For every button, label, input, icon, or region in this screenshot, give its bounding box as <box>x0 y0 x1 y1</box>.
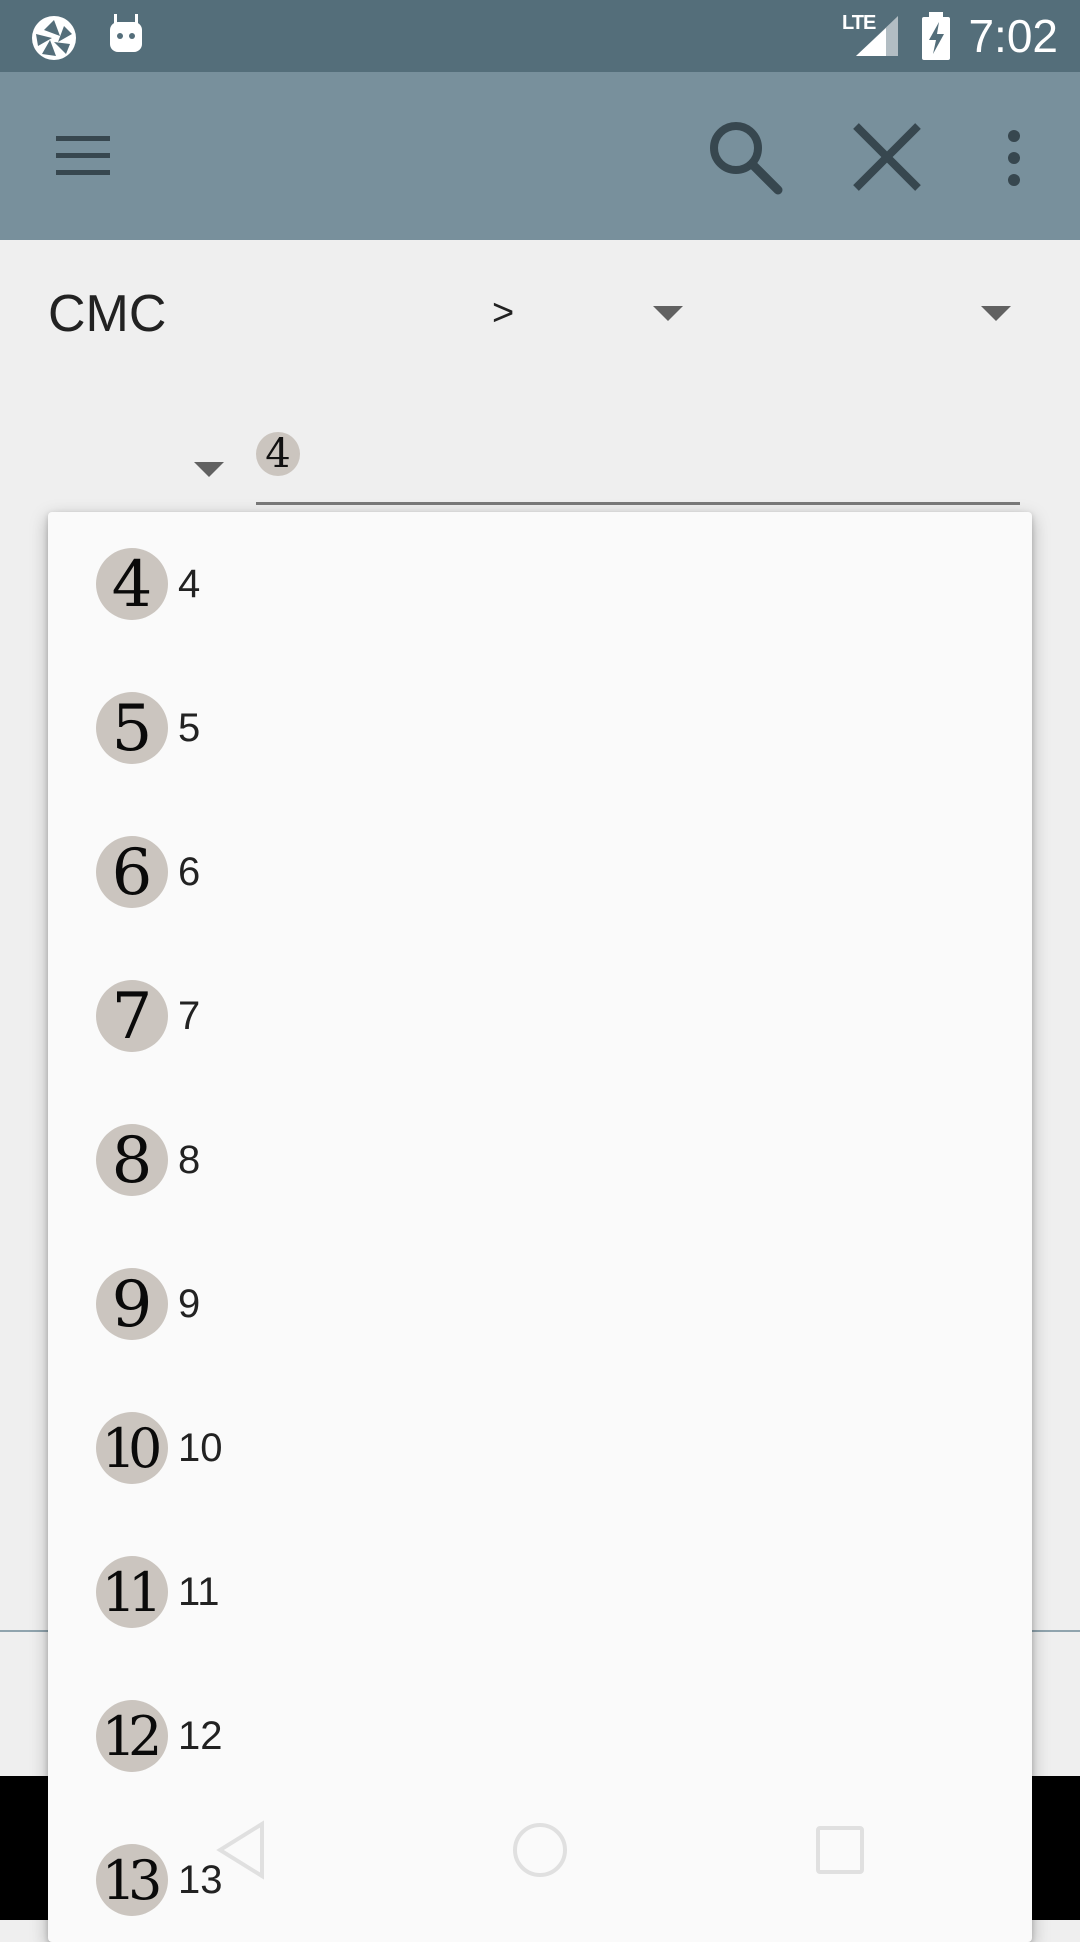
dropdown-item-label: 10 <box>178 1426 223 1470</box>
dropdown-item-label: 12 <box>178 1714 223 1758</box>
dropdown-item[interactable]: 12 12 <box>48 1664 1032 1808</box>
value-type-dropdown-arrow-icon[interactable] <box>194 462 224 477</box>
android-icon <box>110 14 142 52</box>
mana-symbol-icon: 4 <box>96 548 168 622</box>
close-icon[interactable] <box>850 120 924 194</box>
dropdown-item-label: 7 <box>178 994 201 1038</box>
status-bar: LTE 7:02 <box>0 0 1080 72</box>
mana-symbol-icon: 4 <box>256 432 300 476</box>
signal-icon <box>856 16 898 56</box>
mana-symbol-icon: 13 <box>96 1844 168 1916</box>
dropdown-item-label: 5 <box>178 706 201 750</box>
app-bar <box>0 72 1080 240</box>
dropdown-item[interactable]: 10 10 <box>48 1376 1032 1520</box>
dropdown-item-label: 9 <box>178 1282 201 1326</box>
dropdown-item[interactable]: 7 7 <box>48 944 1032 1088</box>
mana-symbol-icon: 8 <box>96 1124 168 1198</box>
clock: 7:02 <box>968 10 1058 62</box>
filter-value-input[interactable]: 4 <box>256 430 1020 505</box>
aperture-icon <box>32 16 76 60</box>
dropdown-item[interactable]: 9 9 <box>48 1232 1032 1376</box>
dropdown-item[interactable]: 6 6 <box>48 800 1032 944</box>
dropdown-item[interactable]: 11 11 <box>48 1520 1032 1664</box>
mana-symbol-icon: 11 <box>96 1556 168 1628</box>
dropdown-item[interactable]: 4 4 <box>48 512 1032 656</box>
field-dropdown-arrow-icon[interactable] <box>981 306 1011 321</box>
filter-operator[interactable]: > <box>492 292 515 334</box>
dropdown-item-label: 13 <box>178 1858 223 1902</box>
dropdown-item-label: 11 <box>178 1570 220 1614</box>
more-vert-icon[interactable] <box>1000 128 1028 188</box>
menu-icon[interactable] <box>52 132 114 180</box>
mana-symbol-icon: 6 <box>96 836 168 910</box>
filter-field-label[interactable]: CMC <box>48 285 167 343</box>
search-icon[interactable] <box>704 116 784 196</box>
dropdown-item[interactable]: 13 13 <box>48 1808 1032 1942</box>
dropdown-item-label: 4 <box>178 562 201 606</box>
dropdown-item-label: 6 <box>178 850 201 894</box>
dropdown-item[interactable]: 5 5 <box>48 656 1032 800</box>
mana-symbol-icon: 5 <box>96 692 168 766</box>
value-dropdown-menu: 4 4 5 5 6 6 7 7 8 8 9 9 10 10 11 11 12 1… <box>48 512 1032 1942</box>
mana-symbol-icon: 10 <box>96 1412 168 1484</box>
dropdown-item[interactable]: 8 8 <box>48 1088 1032 1232</box>
dropdown-item-label: 8 <box>178 1138 201 1182</box>
operator-dropdown-arrow-icon[interactable] <box>653 306 683 321</box>
battery-charging-icon <box>922 12 950 60</box>
mana-symbol-icon: 9 <box>96 1268 168 1342</box>
network-type: LTE <box>842 12 876 34</box>
mana-symbol-icon: 12 <box>96 1700 168 1772</box>
mana-symbol-icon: 7 <box>96 980 168 1054</box>
